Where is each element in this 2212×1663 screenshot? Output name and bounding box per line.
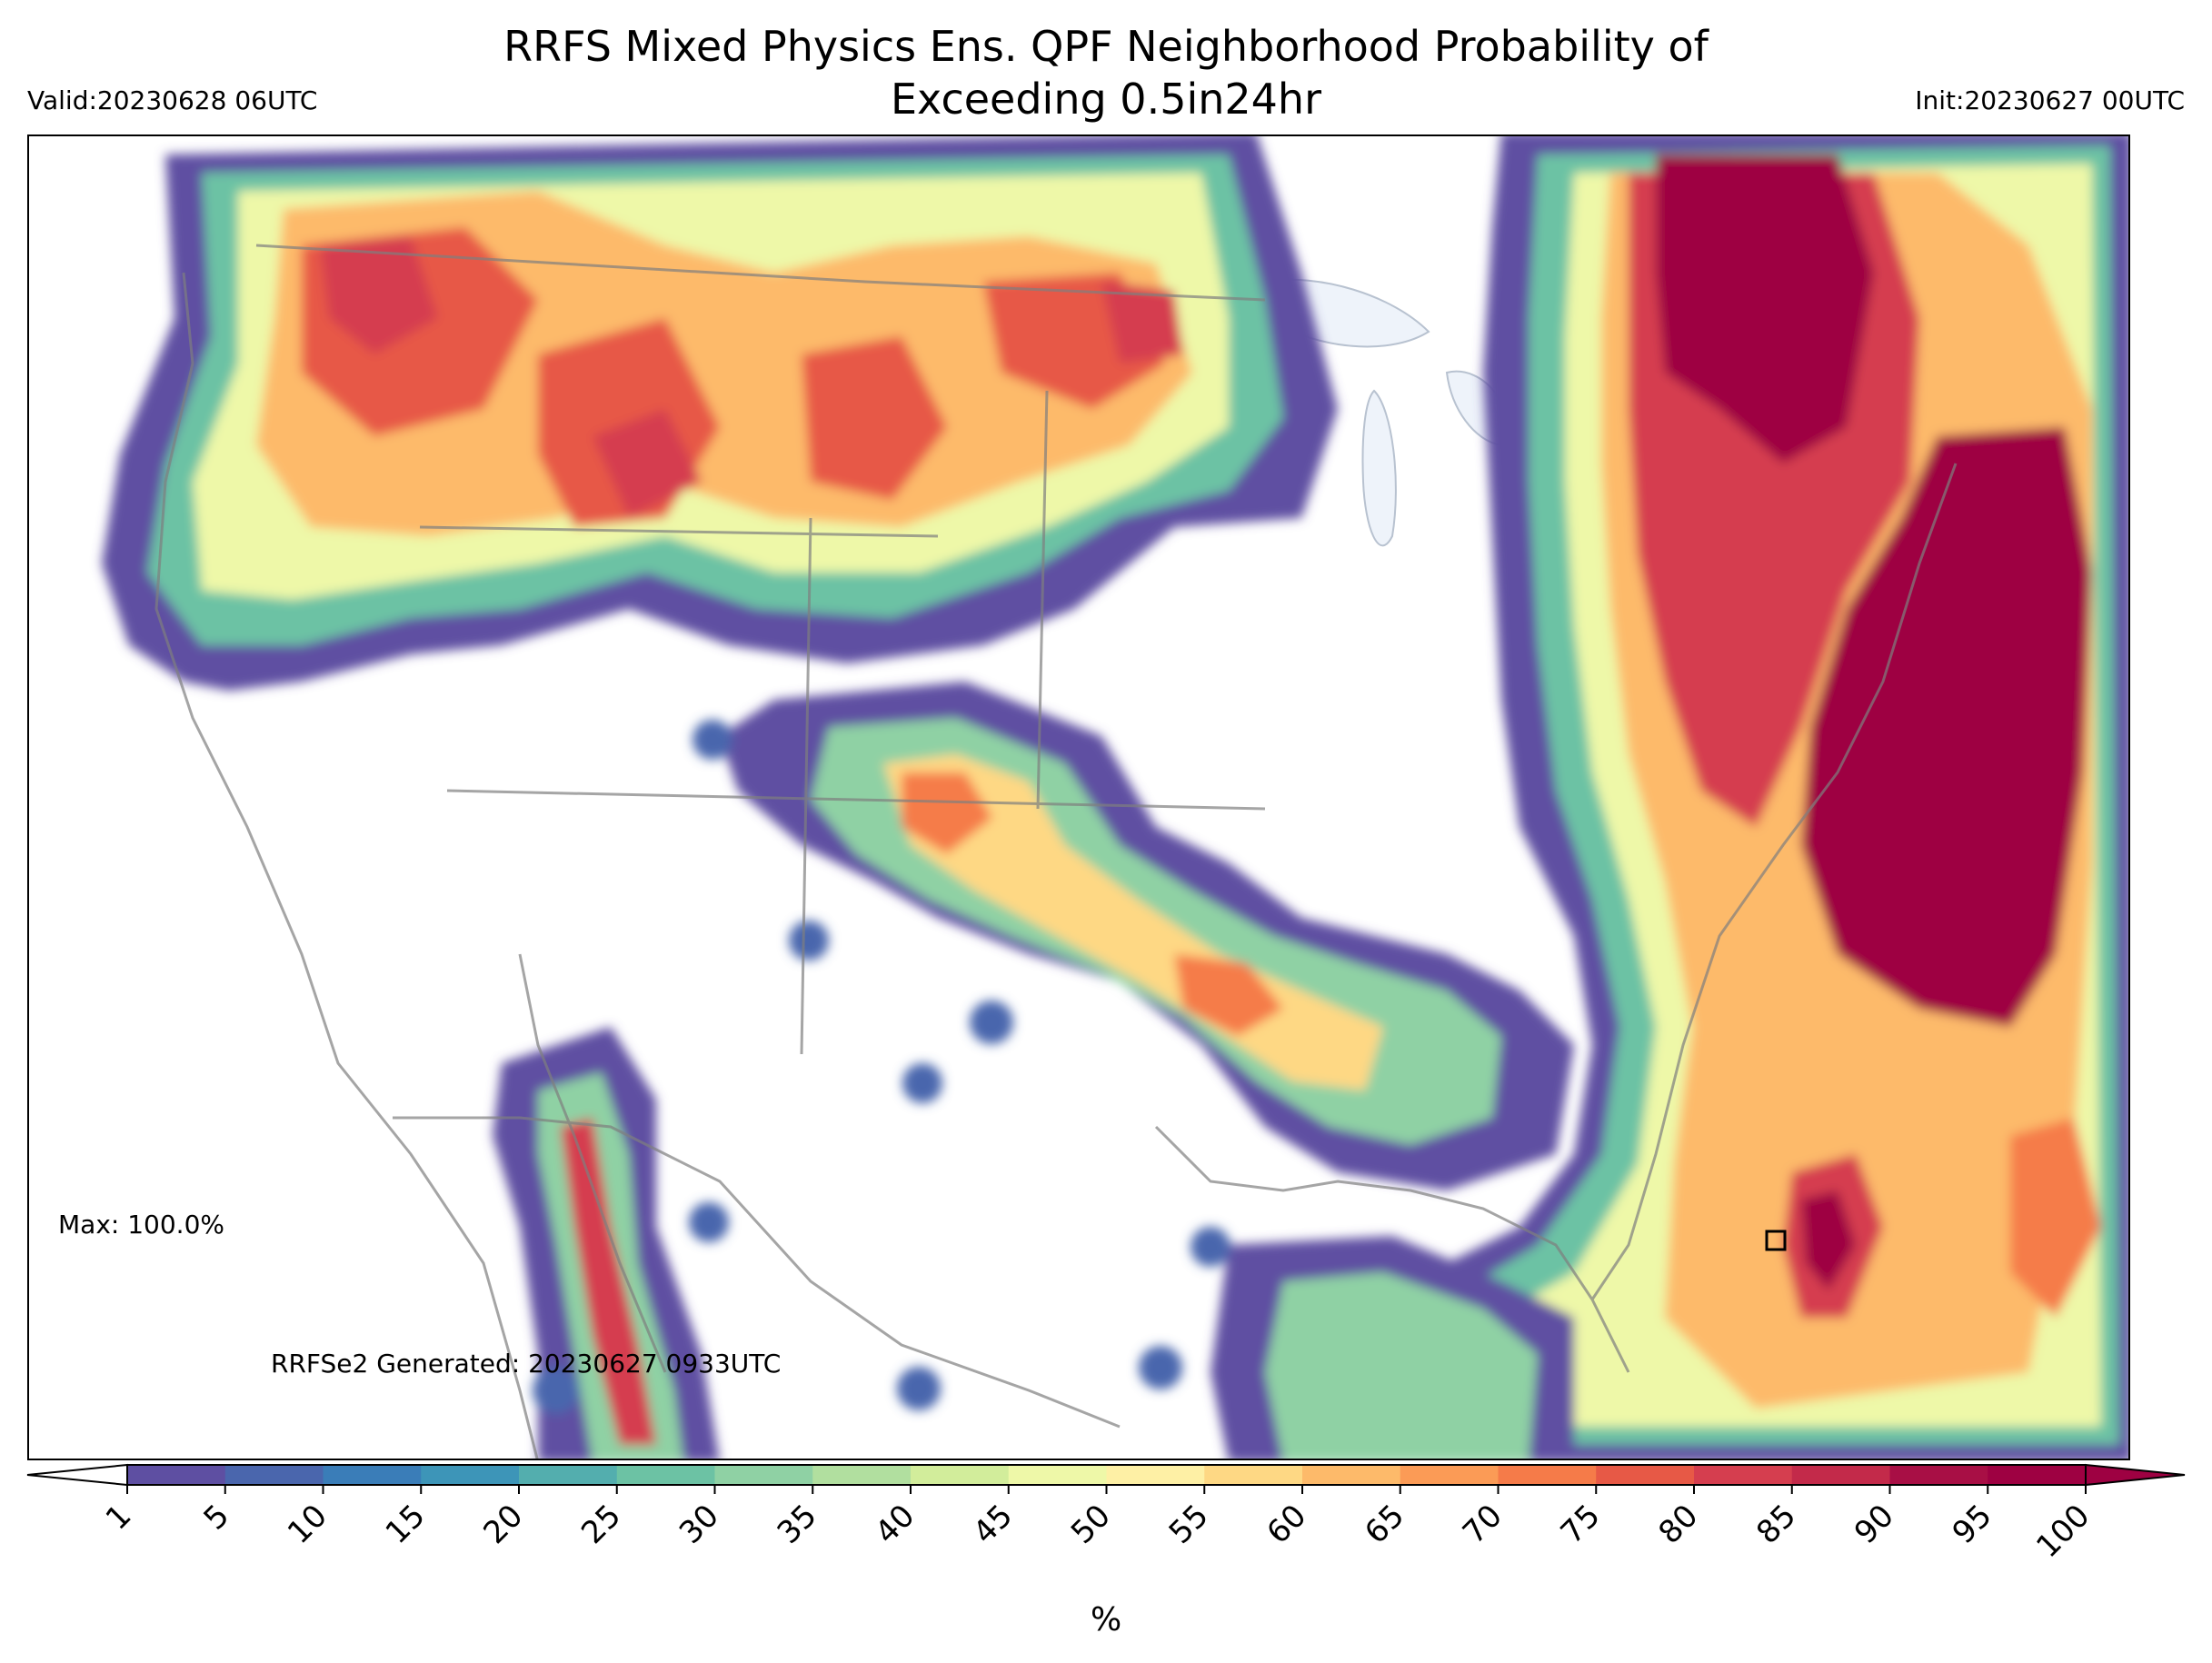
chart-title: RRFS Mixed Physics Ens. QPF Neighborhood…: [0, 20, 2212, 125]
colorbar-tick-label: 85: [1749, 1498, 1803, 1551]
map-canvas: [29, 136, 2128, 1459]
max-location-marker: [1765, 1230, 1787, 1251]
colorbar-segment: [1988, 1465, 2087, 1485]
colorbar-tick-label: 35: [771, 1498, 824, 1551]
colorbar-tick-label: 95: [1946, 1498, 1999, 1551]
colorbar-label: %: [1091, 1601, 1122, 1638]
colorbar-segment: [1791, 1465, 1890, 1485]
map-panel: [27, 134, 2130, 1460]
colorbar-segment: [1596, 1465, 1695, 1485]
colorbar-segments: [26, 1463, 2186, 1487]
colorbar-segment: [616, 1465, 715, 1485]
colorbar-segment: [911, 1465, 1010, 1485]
colorbar-segment: [224, 1465, 324, 1485]
probability-field: [102, 136, 2128, 1459]
colorbar-segment: [1008, 1465, 1107, 1485]
colorbar-tick-label: 90: [1848, 1498, 1901, 1551]
colorbar-segment: [1889, 1465, 1988, 1485]
colorbar-ticks: 1 5 10 15 20 25 30 35 40 45 50 55 60 65 70 75 80 85 90 95 10…: [99, 1485, 2097, 1565]
colorbar-tick-label: 30: [673, 1498, 726, 1551]
colorbar-segment: [812, 1465, 912, 1485]
colorbar-tick-label: 80: [1651, 1498, 1705, 1551]
init-time-label: Init:20230627 00UTC: [1915, 85, 2185, 115]
geographic-lines: [154, 244, 1958, 1459]
colorbar-tick-label: 50: [1064, 1498, 1118, 1551]
colorbar-segment: [1498, 1465, 1597, 1485]
colorbar-segment: [519, 1465, 618, 1485]
colorbar-tick-label: 65: [1358, 1498, 1411, 1551]
colorbar-segment: [1694, 1465, 1793, 1485]
colorbar-tick-label: 40: [868, 1498, 922, 1551]
colorbar-tick-label: 70: [1456, 1498, 1510, 1551]
colorbar-segment: [714, 1465, 813, 1485]
colorbar-tick-label: 60: [1260, 1498, 1313, 1551]
generated-annotation: RRFSe2 Generated: 20230627 0933UTC: [271, 1349, 782, 1379]
colorbar-segment: [1106, 1465, 1205, 1485]
colorbar-tick-label: 55: [1162, 1498, 1216, 1551]
colorbar-tick-label: 45: [966, 1498, 1020, 1551]
colorbar: 1 5 10 15 20 25 30 35 40 45 50 55 60 65 70 75 80 85 90 95 10…: [26, 1463, 2186, 1565]
colorbar-segment: [421, 1465, 520, 1485]
colorbar-segment: [1302, 1465, 1401, 1485]
colorbar-tick-label: 75: [1554, 1498, 1608, 1551]
valid-time-label: Valid:20230628 06UTC: [27, 85, 318, 115]
colorbar-tick-label: 100: [2029, 1498, 2097, 1565]
colorbar-tick-label: 10: [281, 1498, 334, 1551]
max-value-annotation: Max: 100.0%: [58, 1210, 224, 1240]
colorbar-segment: [323, 1465, 422, 1485]
colorbar-tick-label: 5: [197, 1498, 237, 1538]
colorbar-tick-label: 20: [476, 1498, 530, 1551]
colorbar-tick-label: 1: [99, 1498, 139, 1538]
colorbar-segment: [127, 1465, 226, 1485]
colorbar-tick-label: 15: [379, 1498, 433, 1551]
colorbar-under-extension: [26, 1463, 128, 1487]
colorbar-segment: [1204, 1465, 1303, 1485]
title-line-2: Exceeding 0.5in24hr: [890, 75, 1321, 124]
colorbar-over-extension: [2085, 1463, 2186, 1487]
title-line-1: RRFS Mixed Physics Ens. QPF Neighborhood…: [503, 22, 1709, 71]
colorbar-segment: [1400, 1465, 1499, 1485]
colorbar-tick-label: 25: [574, 1498, 628, 1551]
